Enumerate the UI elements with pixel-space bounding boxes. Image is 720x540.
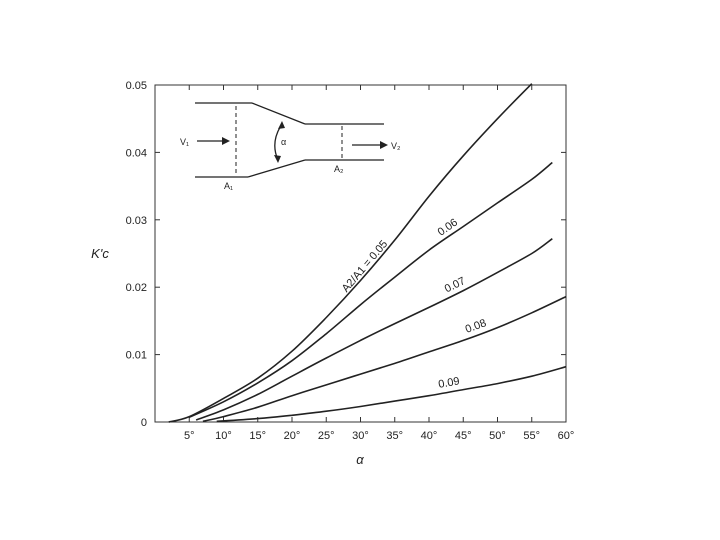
lower-wall-taper [247, 159, 306, 178]
inlet-velocity-label: V₁ [180, 137, 189, 147]
series-label: 0.06 [436, 217, 460, 239]
inlet-arrowhead [222, 137, 230, 145]
x-tick-label: 10° [215, 430, 232, 442]
x-tick-label: 55° [523, 430, 540, 442]
x-tick-label: 30° [352, 430, 369, 442]
angle-label: α [281, 137, 286, 147]
inlet-area-label: A₁ [224, 181, 233, 191]
x-tick-label: 45° [455, 430, 472, 442]
series-line [216, 365, 567, 423]
y-tick-label: 0.01 [126, 350, 147, 362]
series-line [188, 161, 553, 419]
plot-frame [154, 84, 567, 423]
outlet-arrowhead [380, 141, 388, 149]
x-tick-label: 15° [249, 430, 266, 442]
y-axis-title: K'c [91, 246, 109, 261]
y-tick-label: 0 [141, 417, 147, 429]
y-tick-label: 0.04 [126, 147, 147, 159]
series-line [202, 295, 567, 423]
outlet-velocity-label: V₂ [391, 141, 401, 151]
x-tick-label: 60° [558, 430, 575, 442]
y-axis: 0 0.01 0.02 0.03 0.04 0.05 [126, 80, 566, 429]
angle-arrow-bottom [274, 155, 281, 163]
series-label: 0.09 [437, 375, 460, 391]
x-tick-label: 25° [318, 430, 335, 442]
x-axis-title: α [356, 452, 364, 467]
x-axis: 5° 10° 15° 20° 25° 30° 35° 40° 45° 50° 55° 60° [184, 85, 574, 442]
x-tick-label: 5° [184, 430, 195, 442]
series-label: 0.07 [443, 275, 468, 295]
series-group [168, 83, 567, 423]
x-tick-label: 35° [386, 430, 403, 442]
y-tick-label: 0.02 [126, 282, 147, 294]
angle-arrow-top [278, 121, 285, 129]
outlet-area-label: A₂ [334, 164, 344, 174]
contraction-diagram: V₁ V₂ A₁ A₂ α [180, 102, 401, 191]
series-line [195, 238, 553, 421]
y-tick-label: 0.03 [126, 215, 147, 227]
y-tick-label: 0.05 [126, 80, 147, 92]
upper-wall-taper [251, 102, 306, 125]
x-tick-label: 40° [421, 430, 438, 442]
series-line [168, 83, 533, 423]
x-tick-label: 50° [489, 430, 506, 442]
x-tick-label: 20° [284, 430, 301, 442]
